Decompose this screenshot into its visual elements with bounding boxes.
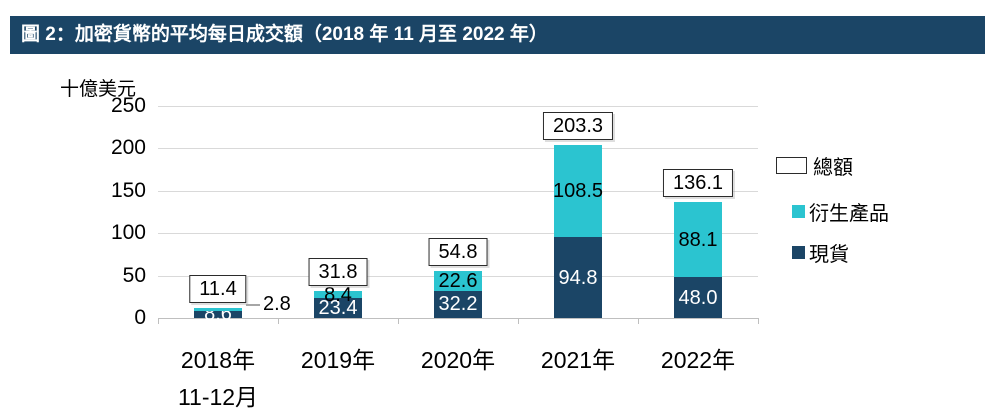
bar-segment-spot-2021年: 94.8 <box>554 237 602 318</box>
bar-segment-spot-2022年: 48.0 <box>674 277 722 318</box>
total-label-2020年: 54.8 <box>428 238 488 267</box>
y-tick-label-250: 250 <box>110 93 146 117</box>
legend-item-spot: 現貨 <box>792 238 849 267</box>
x-axis-tick <box>758 318 759 324</box>
legend-swatch-total <box>776 157 807 174</box>
y-tick-label-100: 100 <box>110 221 146 244</box>
x-axis-label-2018年: 2018年 <box>180 347 256 373</box>
bar-value-derivatives-2020年: 22.6 <box>438 270 478 293</box>
bar-value-spot-2022年: 48.0 <box>678 286 718 309</box>
total-label-2019年: 31.8 <box>308 257 368 286</box>
x-axis-label-2022年: 2022年 <box>660 347 736 373</box>
x-axis-label-2020年: 2020年 <box>420 347 496 373</box>
x-axis-tick <box>398 318 399 324</box>
gridline-200 <box>158 148 758 149</box>
legend-label-total: 總額 <box>813 157 853 179</box>
bar-value-derivatives-2019年: 8.4 <box>324 283 352 306</box>
bar-value-derivatives-2021年: 108.5 <box>552 180 604 203</box>
legend-swatch-derivatives <box>792 205 805 218</box>
y-tick-label-0: 0 <box>134 306 146 329</box>
x-axis-line <box>158 318 758 319</box>
y-tick-label-50: 50 <box>122 263 146 287</box>
bar-segment-derivatives-2021年: 108.5 <box>552 145 604 238</box>
x-axis-tick <box>158 318 159 324</box>
figure-title: 圖 2：加密貨幣的平均每日成交額（2018 年 11 月至 2022 年） <box>21 24 548 45</box>
legend-label-derivatives: 衍生產品 <box>809 203 889 225</box>
bar-segment-derivatives-2022年: 88.1 <box>674 202 722 278</box>
gridline-100 <box>158 233 758 234</box>
bar-value-spot-2020年: 32.2 <box>438 293 478 316</box>
total-label-2022年: 136.1 <box>662 169 734 198</box>
annotation-leader-line <box>246 304 260 306</box>
y-tick-label-200: 200 <box>110 136 146 159</box>
bar-value-derivatives-2022年: 88.1 <box>678 228 718 251</box>
bar-segment-derivatives-2018年 <box>194 308 242 311</box>
y-tick-label-150: 150 <box>110 178 146 202</box>
legend-item-total: 總額 <box>776 151 853 180</box>
figure-title-bar: 圖 2：加密貨幣的平均每日成交額（2018 年 11 月至 2022 年） <box>10 16 985 54</box>
x-axis-label-2019年: 2019年 <box>300 347 376 373</box>
x-axis-tick <box>518 318 519 324</box>
bar-value-spot-2021年: 94.8 <box>558 266 598 289</box>
total-label-2021年: 203.3 <box>542 112 614 141</box>
legend-item-derivatives: 衍生產品 <box>792 197 889 226</box>
bar-segment-spot-2020年: 32.2 <box>434 290 482 318</box>
gridline-250 <box>158 105 758 107</box>
bar-segment-derivatives-2019年: 8.4 <box>314 285 362 305</box>
x-axis-tick <box>278 318 279 324</box>
y-axis-unit-label: 十億美元 <box>60 79 137 100</box>
x-axis-tick <box>638 318 639 324</box>
gridline-150 <box>158 190 758 192</box>
bar-segment-spot-2019年: 23.4 <box>314 298 362 318</box>
x-axis-sublabel-2018年: 11-12月 <box>177 384 259 410</box>
legend-label-spot: 現貨 <box>809 244 849 266</box>
total-label-2018年: 11.4 <box>189 275 247 304</box>
legend-swatch-spot <box>792 246 805 259</box>
bar-segment-derivatives-2020年: 22.6 <box>434 270 482 293</box>
x-axis-label-2021年: 2021年 <box>540 347 616 373</box>
annotation-derivatives-2018年: 2.8 <box>263 293 291 315</box>
bar-value-spot-2019年: 23.4 <box>318 297 358 320</box>
bar-segment-spot-2018年: 8.6 <box>194 304 242 324</box>
